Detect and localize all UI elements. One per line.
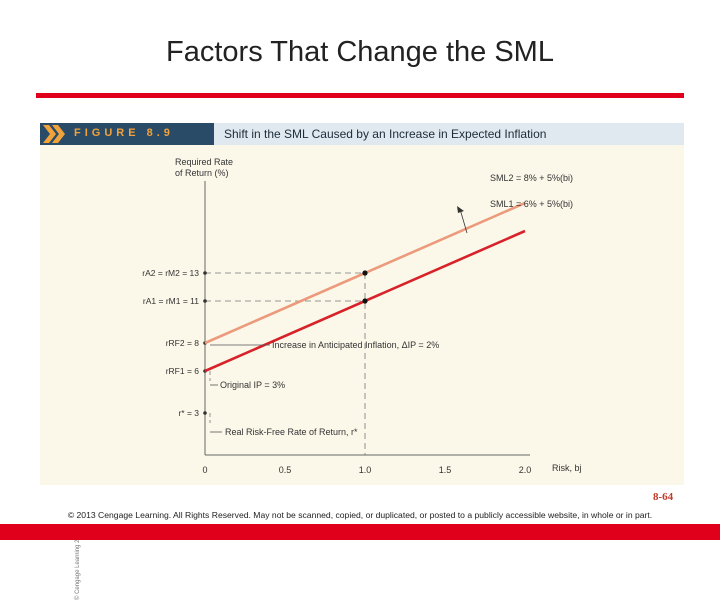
series-label-sml1: SML1 = 6% + 5%(bi) <box>490 199 573 209</box>
annotation-inflation: Increase in Anticipated Inflation, ΔIP =… <box>272 340 439 350</box>
annotation-real-rate: Real Risk-Free Rate of Return, r* <box>225 427 358 437</box>
figure-panel: FIGURE 8.9 Shift in the SML Caused by an… <box>40 123 684 600</box>
shift-arrow <box>459 208 468 234</box>
figure-caption-box: Shift in the SML Caused by an Increase i… <box>214 123 684 145</box>
x-tick-label: 2.0 <box>519 465 532 475</box>
series-label-sml2: SML2 = 8% + 5%(bi) <box>490 173 573 183</box>
x-tick-label: 0.5 <box>279 465 292 475</box>
shift-arrowhead <box>457 206 464 213</box>
y-tick-dot <box>203 271 207 275</box>
annotation-original-ip: Original IP = 3% <box>220 380 285 390</box>
y-tick-label: r* = 3 <box>178 408 199 418</box>
y-tick-dot <box>203 299 207 303</box>
y-tick-label: rRF1 = 6 <box>166 366 200 376</box>
y-tick-label: rA1 = rM1 = 11 <box>143 296 199 306</box>
double-chevron-icon <box>43 125 65 143</box>
sml-chart: Required Rate of Return (%) 0 0.5 1.0 1.5 2.… <box>142 157 582 475</box>
figure-label: FIGURE 8.9 <box>74 127 174 139</box>
figure-caption: Shift in the SML Caused by an Increase i… <box>224 127 547 141</box>
y-tick-label: rRF2 = 8 <box>166 338 200 348</box>
page-number: 8-64 <box>653 491 674 503</box>
title-underline <box>36 93 684 98</box>
figure-header: FIGURE 8.9 Shift in the SML Caused by an… <box>40 123 684 145</box>
data-point <box>362 270 368 276</box>
x-tick-label: 1.0 <box>359 465 372 475</box>
copyright-notice: © 2013 Cengage Learning. All Rights Rese… <box>67 510 653 520</box>
slide-title: Factors That Change the SML <box>166 36 554 68</box>
y-tick-label: rA2 = rM2 = 13 <box>142 268 199 278</box>
x-tick-label: 1.5 <box>439 465 452 475</box>
y-axis-label-line1: Required Rate <box>175 157 233 167</box>
y-tick-dot <box>203 411 207 415</box>
bottom-bar <box>0 524 720 540</box>
x-axis-label: Risk, bj <box>552 463 582 473</box>
y-axis-label-line2: of Return (%) <box>175 168 229 178</box>
data-point <box>362 298 368 304</box>
x-tick-label: 0 <box>202 465 207 475</box>
